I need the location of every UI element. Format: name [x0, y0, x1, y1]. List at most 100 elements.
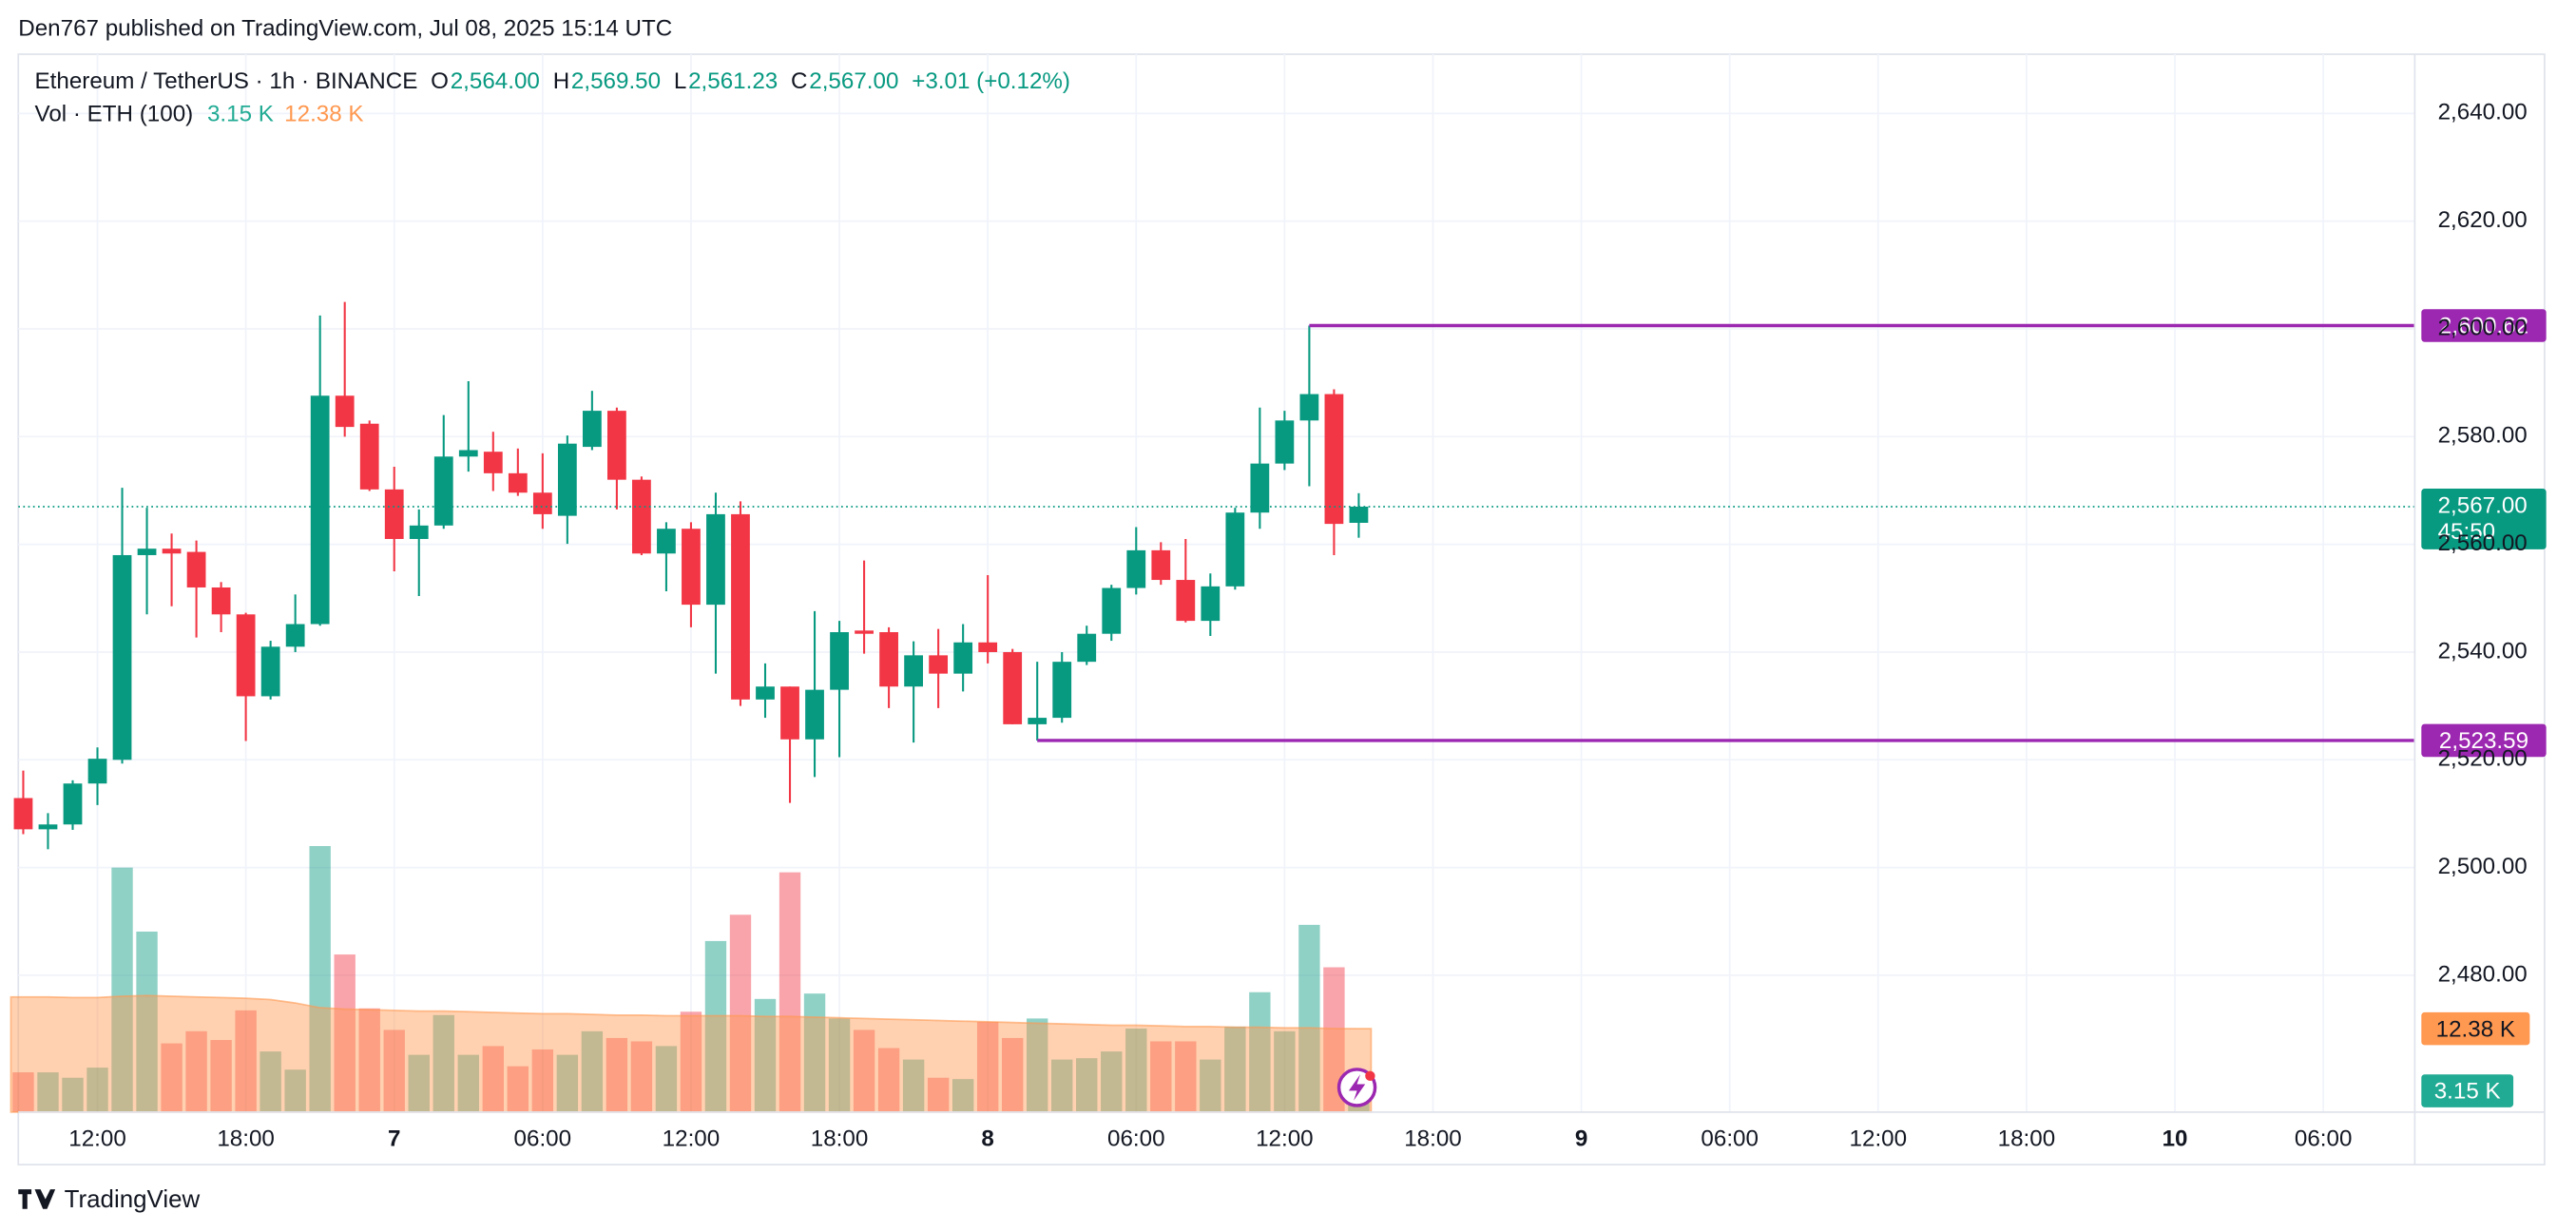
- volume-bar: [111, 867, 133, 1112]
- volume-bar: [1249, 991, 1271, 1112]
- y-tick-label: 2,540.00: [2438, 638, 2528, 664]
- candle-body: [137, 549, 157, 555]
- volume-bar: [433, 1014, 454, 1112]
- candle-body: [211, 587, 231, 615]
- icon-bolt[interactable]: [1348, 1074, 1366, 1101]
- x-tick-label: 12:00: [68, 1126, 126, 1152]
- volume-bar: [952, 1079, 974, 1112]
- candle-body: [756, 686, 775, 700]
- candle-body: [384, 489, 404, 539]
- volume-bar: [1076, 1058, 1098, 1112]
- volume-bar: [606, 1037, 628, 1112]
- volume-bar: [457, 1054, 479, 1112]
- volume-bar: [556, 1054, 579, 1112]
- volume-bar: [1027, 1018, 1048, 1112]
- volume-bar: [383, 1030, 405, 1112]
- volume-bar: [976, 1021, 999, 1112]
- footer-brand: TradingView: [65, 1186, 201, 1213]
- candle-body: [582, 411, 602, 448]
- volume-bar: [1323, 967, 1345, 1112]
- volume-bar: [284, 1069, 306, 1112]
- candle-body: [780, 686, 799, 740]
- volume-bar: [828, 1018, 851, 1112]
- candle-body: [657, 529, 676, 554]
- icon-dot[interactable]: [1365, 1070, 1375, 1082]
- candle-body: [335, 395, 355, 428]
- y-tick-label: 2,560.00: [2438, 530, 2528, 556]
- volume-legend-value: 3.15 K: [207, 101, 274, 126]
- volume-bar: [1200, 1059, 1221, 1112]
- volume-bar: [927, 1077, 950, 1112]
- volume-bar: [358, 1008, 380, 1112]
- volume-bar: [136, 931, 158, 1112]
- candle-body: [1225, 512, 1245, 587]
- volume-bar: [1298, 924, 1320, 1112]
- grid: [18, 54, 2415, 1112]
- candle-body: [1003, 651, 1023, 724]
- candle-body: [830, 632, 849, 690]
- level-label-box: [2421, 723, 2547, 758]
- volume-bar: [482, 1046, 504, 1112]
- last-price-box: [2421, 488, 2547, 549]
- candle-body: [409, 525, 429, 539]
- legend-value: 2,561.23: [688, 68, 778, 94]
- volume-bar: [853, 1030, 875, 1112]
- candle-body: [1052, 662, 1072, 719]
- volume-bar: [37, 1072, 59, 1112]
- volume-bar: [729, 914, 752, 1112]
- x-tick-label: 12:00: [1256, 1126, 1314, 1152]
- volume-bar: [1001, 1037, 1024, 1112]
- x-tick-label: 12:00: [663, 1126, 721, 1152]
- volume-scale-label: 3.15 K: [2434, 1079, 2501, 1105]
- volume-bar: [185, 1030, 207, 1112]
- candle-body: [186, 551, 206, 587]
- candle-body: [260, 646, 280, 697]
- replay-icon[interactable]: [1336, 1068, 1377, 1107]
- legend-key: H: [553, 68, 569, 94]
- legend-value: 2,564.00: [451, 68, 540, 94]
- candle-body: [855, 630, 874, 634]
- logo-mark: [18, 1189, 56, 1209]
- volume-bar: [803, 993, 826, 1112]
- volume-bar: [1224, 1026, 1246, 1112]
- x-tick-label: 06:00: [514, 1126, 572, 1152]
- candle-body: [236, 614, 256, 697]
- legend-key: L: [674, 68, 686, 94]
- candle-body: [112, 554, 132, 760]
- candle-body: [63, 783, 83, 825]
- axes: 2,480.00 2,500.00 2,520.00 2,540.00 2,560.00…: [18, 54, 2545, 1165]
- x-tick-label: 06:00: [2295, 1126, 2353, 1152]
- volume-bar: [754, 998, 777, 1112]
- candle-body: [1275, 420, 1295, 464]
- level-label: 2,523.59: [2439, 728, 2528, 754]
- candle-body: [632, 479, 651, 554]
- volume-bar: [581, 1030, 604, 1112]
- legend-value: 2,567.00: [809, 68, 898, 94]
- volume-legend-title: Vol · ETH (100): [35, 101, 194, 126]
- x-tick-label: 7: [388, 1126, 400, 1152]
- published-note: Den767 published on TradingView.com, Jul…: [18, 15, 672, 41]
- candle-body: [162, 549, 182, 554]
- legend-key: C: [791, 68, 807, 94]
- candle-body: [310, 395, 330, 625]
- volume-bar: [210, 1040, 232, 1112]
- legend-change: +3.01 (+0.12%): [912, 68, 1070, 94]
- volume-bar: [235, 1010, 257, 1112]
- candle-body: [285, 624, 305, 647]
- candle-body: [532, 492, 552, 514]
- candle-body: [557, 443, 577, 516]
- candle-body: [978, 642, 998, 652]
- candle-body: [682, 529, 701, 606]
- candle-body: [706, 513, 725, 606]
- y-tick-label: 2,640.00: [2438, 100, 2528, 125]
- x-tick-label: 10: [2163, 1126, 2188, 1152]
- x-tick-label: 12:00: [1850, 1126, 1908, 1152]
- y-tick-label: 2,580.00: [2438, 423, 2528, 449]
- y-tick-label: 2,620.00: [2438, 207, 2528, 233]
- volume-pane: [10, 846, 1373, 1113]
- x-tick-label: 06:00: [1107, 1126, 1165, 1152]
- candle-body: [1102, 587, 1122, 634]
- candle-body: [1349, 506, 1369, 523]
- volume-bar: [680, 1011, 702, 1112]
